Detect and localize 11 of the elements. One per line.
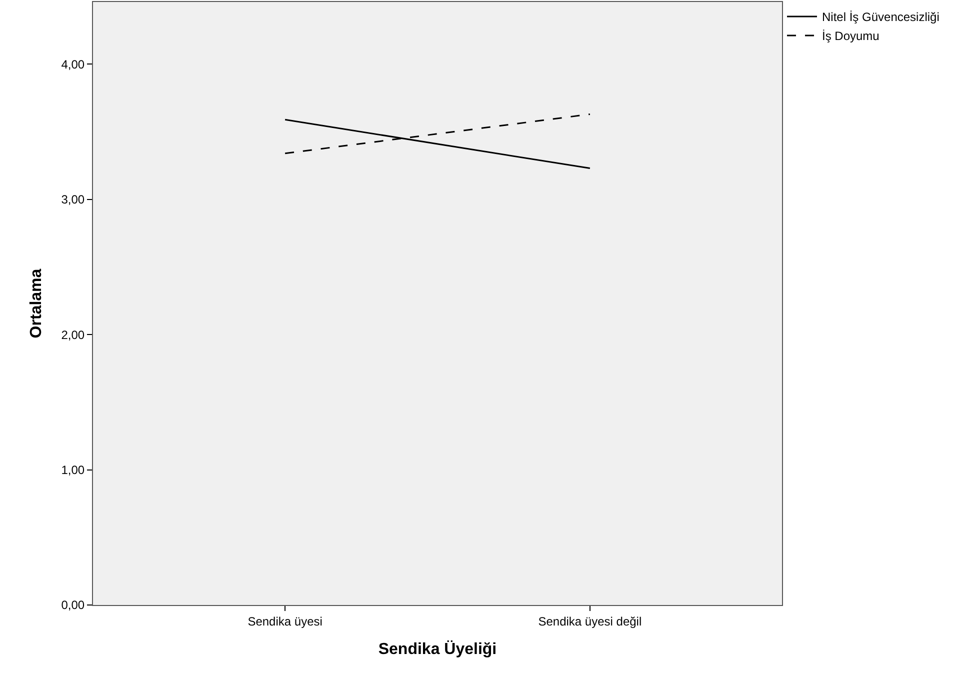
y-axis-title: Ortalama — [28, 268, 46, 338]
y-tick-label: 3,00 — [61, 192, 85, 207]
x-tick-label: Sendika üyesi değil — [538, 614, 642, 628]
y-tick-label: 2,00 — [61, 328, 85, 342]
y-tick-label: 1,00 — [61, 463, 85, 477]
y-tick-label: 4,00 — [61, 57, 85, 72]
x-tick-label: Sendika üyesi — [248, 614, 322, 628]
y-tick-label: 0,00 — [61, 598, 85, 612]
legend-label: İş Doyumu — [822, 29, 880, 44]
legend-label: Nitel İş Güvencesizliği — [822, 10, 940, 24]
x-axis-title: Sendika Üyeliği — [378, 640, 497, 658]
